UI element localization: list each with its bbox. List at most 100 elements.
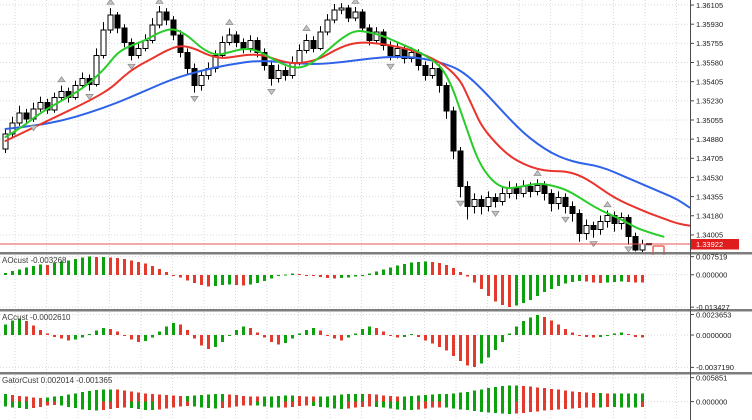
histogram-bar (165, 271, 168, 275)
candle (345, 5, 352, 23)
histogram-bar (95, 257, 98, 275)
histogram-bar (501, 401, 504, 414)
histogram-bar (116, 331, 119, 336)
histogram-bar (634, 335, 637, 337)
histogram-bar (312, 401, 315, 407)
candle (100, 22, 107, 59)
histogram-bar (32, 401, 35, 409)
histogram-bar (11, 320, 14, 336)
histogram-bar (599, 401, 602, 408)
histogram-bar (340, 401, 343, 409)
histogram-bar (95, 330, 98, 336)
fractal-down-arrow-icon (386, 63, 395, 70)
histogram-bar (431, 401, 434, 408)
candle (184, 48, 191, 75)
ac-histogram (4, 315, 644, 368)
histogram-bar (424, 335, 427, 341)
histogram-bar (431, 335, 434, 344)
histogram-bar (634, 401, 637, 408)
candle (79, 72, 86, 89)
histogram-bar (585, 401, 588, 408)
histogram-bar (88, 334, 91, 336)
histogram-bar (620, 393, 623, 402)
candle (282, 66, 289, 81)
histogram-bar (25, 267, 28, 275)
histogram-bar (487, 274, 490, 296)
candle (331, 4, 338, 24)
histogram-bar (417, 395, 420, 402)
pane-divider[interactable] (0, 372, 752, 375)
histogram-bar (382, 331, 385, 336)
histogram-bar (214, 394, 217, 402)
histogram-bar (473, 274, 476, 283)
pane-divider[interactable] (0, 309, 752, 312)
histogram-bar (564, 390, 567, 402)
histogram-bar (109, 401, 112, 409)
fractal-up-arrow-icon (302, 24, 311, 31)
histogram-bar (585, 274, 588, 282)
histogram-bar (305, 401, 308, 406)
axis-tick-label: 1.34880 (696, 135, 723, 144)
histogram-bar (494, 274, 497, 302)
indicator-label-accust: ACcust -0.0002610 (2, 313, 71, 322)
candle (93, 48, 100, 87)
histogram-bar (557, 389, 560, 402)
histogram-bar (256, 274, 259, 283)
histogram-bar (445, 335, 448, 351)
histogram-bar (326, 335, 329, 337)
ao-histogram (4, 256, 644, 308)
histogram-bar (487, 401, 490, 413)
pane-divider[interactable] (0, 252, 752, 255)
histogram-bar (116, 258, 119, 275)
histogram-bar (193, 401, 196, 407)
axis-tick-label: 1.34705 (696, 154, 723, 163)
histogram-bar (382, 269, 385, 275)
histogram-bar (620, 401, 623, 408)
histogram-bar (480, 389, 483, 402)
histogram-bar (193, 274, 196, 283)
histogram-bar (4, 324, 7, 336)
histogram-bar (417, 401, 420, 410)
histogram-bar (242, 274, 245, 286)
histogram-bar (522, 321, 525, 336)
histogram-bar (144, 401, 147, 410)
histogram-bar (88, 256, 91, 275)
histogram-bar (543, 316, 546, 336)
histogram-bar (536, 387, 539, 402)
histogram-bar (81, 401, 84, 410)
histogram-bar (627, 401, 630, 408)
histogram-bar (130, 335, 133, 340)
histogram-bar (172, 401, 175, 408)
histogram-bar (389, 335, 392, 337)
candle (485, 191, 492, 212)
histogram-bar (242, 401, 245, 406)
histogram-bar (578, 392, 581, 402)
histogram-bar (102, 256, 105, 275)
candle (135, 42, 142, 59)
histogram-bar (249, 328, 252, 336)
candle (16, 105, 23, 126)
histogram-bar (641, 274, 644, 283)
histogram-bar (228, 401, 231, 408)
candle (611, 211, 618, 232)
histogram-bar (641, 393, 644, 402)
histogram-bar (277, 395, 280, 402)
histogram-bar (172, 274, 175, 276)
histogram-bar (284, 401, 287, 408)
histogram-bar (4, 394, 7, 402)
histogram-bar (298, 333, 301, 336)
histogram-bar (466, 274, 469, 277)
histogram-bar (347, 394, 350, 402)
histogram-bar (221, 335, 224, 342)
histogram-bar (46, 397, 49, 402)
price-axis[interactable]: 1.36105 1.35930 1.35755 1.35580 1.35405 1.352… (690, 0, 734, 420)
fractal-arrows (29, 0, 633, 253)
histogram-bar (74, 401, 77, 409)
histogram-bar (459, 392, 462, 402)
histogram-bar (494, 335, 497, 350)
histogram-bar (396, 265, 399, 275)
histogram-bar (235, 274, 238, 285)
histogram-bar (627, 274, 630, 282)
histogram-bar (32, 397, 35, 402)
